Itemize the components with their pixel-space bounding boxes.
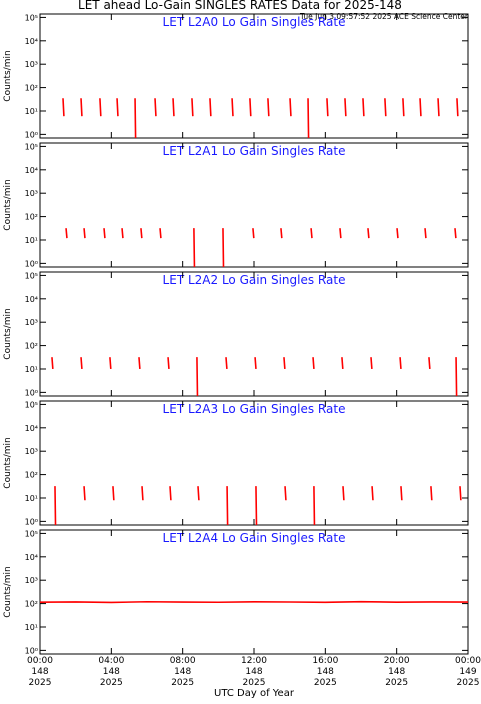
x-tick-label-line: 148 — [174, 667, 191, 677]
data-line — [40, 600, 468, 604]
x-tick-label: 08:00 148 2025 — [170, 656, 196, 688]
y-tick-label: 10⁴ — [25, 295, 38, 304]
x-tick-label-line: 08:00 — [170, 656, 196, 666]
panel-title: LET L2A1 Lo Gain Singles Rate — [163, 144, 346, 158]
y-tick-label: 10² — [25, 84, 38, 93]
x-tick-label-line: 2025 — [243, 678, 266, 688]
y-tick-label: 10⁵ — [25, 271, 38, 280]
x-tick-label-line: 148 — [388, 667, 405, 677]
panel: LET L2A2 Lo Gain Singles Rate Counts/min 1… — [3, 271, 469, 397]
x-tick-label: 12:00 148 2025 — [241, 656, 267, 688]
chart-title: LET ahead Lo-Gain SINGLES RATES Data for… — [78, 0, 402, 12]
y-axis-label: Counts/min — [3, 566, 13, 617]
y-tick-label: 10⁰ — [25, 259, 38, 268]
x-tick-label-line: 148 — [31, 667, 48, 677]
x-tick-label: 04:00 148 2025 — [98, 656, 124, 688]
x-tick-label-line: 2025 — [29, 678, 52, 688]
y-tick-label: 10⁴ — [25, 553, 38, 562]
y-tick-label: 10⁴ — [25, 166, 38, 175]
x-tick-label: 16:00 148 2025 — [312, 656, 338, 688]
panel: LET L2A1 Lo Gain Singles Rate Counts/min 1… — [3, 142, 469, 268]
panel: LET L2A3 Lo Gain Singles Rate Counts/min 1… — [3, 400, 469, 526]
y-axis-label: Counts/min — [3, 308, 13, 359]
x-tick-label-line: 00:00 — [27, 656, 53, 666]
y-tick-label: 10¹ — [25, 365, 38, 374]
x-tick-label-line: 149 — [459, 667, 476, 677]
y-tick-label: 10⁵ — [25, 142, 38, 151]
x-tick-label-line: 148 — [245, 667, 262, 677]
x-tick-label-line: 2025 — [385, 678, 408, 688]
x-tick-label: 00:00 148 2025 — [27, 656, 53, 688]
y-tick-label: 10⁵ — [25, 529, 38, 538]
panel-title: LET L2A0 Lo Gain Singles Rate — [163, 15, 346, 29]
y-tick-label: 10⁵ — [25, 400, 38, 409]
y-tick-label: 10² — [25, 342, 38, 351]
data-line — [62, 98, 459, 138]
y-axis-label: Counts/min — [3, 50, 13, 101]
y-axis-label: Counts/min — [3, 437, 13, 488]
y-tick-label: 10⁰ — [25, 517, 38, 526]
panel-title: LET L2A3 Lo Gain Singles Rate — [163, 402, 346, 416]
x-tick-label-line: 2025 — [100, 678, 123, 688]
x-tick-label-line: 12:00 — [241, 656, 267, 666]
x-tick-label-line: 2025 — [457, 678, 480, 688]
y-tick-label: 10³ — [25, 447, 38, 456]
x-tick-label-line: 20:00 — [384, 656, 410, 666]
y-tick-label: 10² — [25, 600, 38, 609]
y-tick-label: 10⁰ — [25, 130, 38, 139]
y-tick-label: 10³ — [25, 60, 38, 69]
y-tick-label: 10¹ — [25, 623, 38, 632]
y-tick-label: 10³ — [25, 189, 38, 198]
x-tick-label-line: 2025 — [314, 678, 337, 688]
y-tick-label: 10¹ — [25, 494, 38, 503]
panel-title: LET L2A2 Lo Gain Singles Rate — [163, 273, 346, 287]
y-tick-label: 10⁰ — [25, 388, 38, 397]
y-tick-label: 10⁴ — [25, 37, 38, 46]
x-tick-label: 00:00 149 2025 — [455, 656, 481, 688]
data-line — [51, 357, 458, 396]
x-tick-label-line: 00:00 — [455, 656, 481, 666]
y-axis-label: Counts/min — [3, 179, 13, 230]
x-tick-label-line: 148 — [103, 667, 120, 677]
x-tick-label-line: 2025 — [171, 678, 194, 688]
data-line — [65, 228, 457, 267]
y-tick-label: 10¹ — [25, 107, 38, 116]
y-tick-label: 10² — [25, 471, 38, 480]
y-tick-label: 10⁰ — [25, 646, 38, 655]
chart-subtitle: Tue Jun 3 09:57:52 2025 ACE Science Cent… — [299, 12, 469, 21]
x-tick-label: 20:00 148 2025 — [384, 656, 410, 688]
y-tick-label: 10⁵ — [25, 13, 38, 22]
x-tick-label-line: 16:00 — [312, 656, 338, 666]
y-tick-label: 10¹ — [25, 236, 38, 245]
panel-title: LET L2A4 Lo Gain Singles Rate — [163, 531, 346, 545]
panel: LET L2A0 Lo Gain Singles Rate Counts/min 1… — [3, 13, 469, 139]
panel: LET L2A4 Lo Gain Singles Rate Counts/min 1… — [3, 529, 481, 688]
x-axis-label: UTC Day of Year — [214, 688, 295, 699]
x-tick-label-line: 04:00 — [98, 656, 124, 666]
x-tick-label-line: 148 — [317, 667, 334, 677]
y-tick-label: 10³ — [25, 318, 38, 327]
y-tick-label: 10⁴ — [25, 424, 38, 433]
data-line — [54, 486, 462, 525]
y-tick-label: 10² — [25, 213, 38, 222]
y-tick-label: 10³ — [25, 576, 38, 585]
